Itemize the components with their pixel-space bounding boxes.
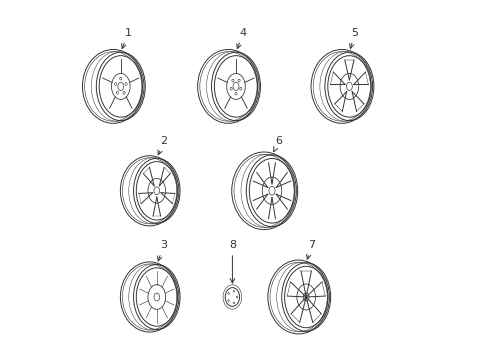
Text: 7: 7	[307, 240, 315, 259]
Text: 8: 8	[229, 240, 236, 283]
Text: 5: 5	[349, 28, 358, 49]
Text: 1: 1	[122, 28, 131, 49]
Text: 2: 2	[158, 136, 168, 155]
Text: 3: 3	[158, 240, 168, 261]
Text: 6: 6	[274, 136, 283, 152]
Text: 4: 4	[237, 28, 247, 49]
